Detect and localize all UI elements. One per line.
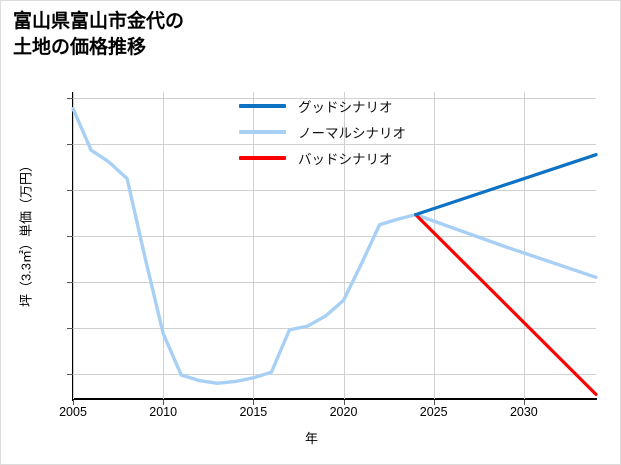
x-tick-label: 2020 xyxy=(329,405,358,419)
x-tick-label: 2005 xyxy=(59,405,87,419)
x-tick-label: 2010 xyxy=(149,405,178,419)
gridline-vertical xyxy=(343,92,345,399)
x-tick-label: 2015 xyxy=(239,405,268,419)
legend-label: バッドシナリオ xyxy=(298,152,393,167)
y-tick-mark xyxy=(67,328,73,329)
gridline-vertical xyxy=(163,92,165,399)
gridline-vertical xyxy=(523,92,525,399)
plot-area xyxy=(71,92,598,399)
x-axis-label: 年 xyxy=(304,431,318,446)
y-tick-mark xyxy=(67,374,73,376)
x-tick-mark xyxy=(73,400,74,405)
gridline-horizontal xyxy=(73,281,596,283)
gridline-vertical xyxy=(253,92,255,399)
gridline-horizontal xyxy=(73,189,596,191)
page-title: 富山県富山市金代の 土地の価格推移 xyxy=(13,11,185,58)
gridline-vertical xyxy=(433,92,435,399)
series-line xyxy=(414,153,598,217)
x-tick-mark xyxy=(253,400,255,405)
legend-label: ノーマルシナリオ xyxy=(298,126,406,141)
x-tick-mark xyxy=(433,400,435,405)
legend-item[interactable]: グッドシナリオ xyxy=(239,93,454,119)
chart-legend: グッドシナリオ ノーマルシナリオ バッドシナリオ xyxy=(239,93,454,171)
gridline-horizontal xyxy=(73,328,596,329)
y-tick-mark xyxy=(67,97,73,99)
x-tick-mark xyxy=(163,400,165,405)
x-tick-label: 2030 xyxy=(509,405,538,419)
series-layer xyxy=(71,106,598,396)
legend-color-swatch xyxy=(239,156,286,160)
legend-color-swatch xyxy=(239,130,286,134)
y-tick-mark xyxy=(67,189,73,191)
gridline-horizontal xyxy=(73,235,596,237)
series-line xyxy=(414,213,598,396)
legend-item[interactable]: バッドシナリオ xyxy=(239,145,454,171)
x-tick-label: 2025 xyxy=(419,405,448,419)
x-tick-mark xyxy=(343,400,345,405)
legend-label: グッドシナリオ xyxy=(298,100,393,115)
y-tick-mark xyxy=(67,235,73,237)
y-axis-label: 坪（3.3㎡）単価（万円） xyxy=(18,158,34,307)
y-tick-mark xyxy=(67,143,73,145)
x-tick-mark xyxy=(523,400,525,405)
legend-color-swatch xyxy=(239,104,286,108)
x-axis-spine xyxy=(72,398,597,400)
gridline-horizontal xyxy=(73,374,596,376)
legend-item[interactable]: ノーマルシナリオ xyxy=(239,119,454,145)
y-tick-mark xyxy=(67,281,73,283)
series-line xyxy=(71,106,598,386)
gridline-vertical xyxy=(73,92,74,399)
gridline-horizontal xyxy=(73,143,596,145)
gridline-horizontal xyxy=(73,97,596,99)
